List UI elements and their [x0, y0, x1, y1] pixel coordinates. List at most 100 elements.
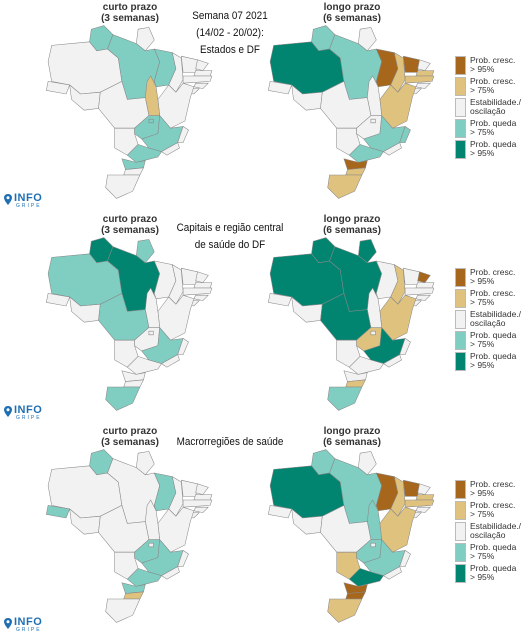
- long-term-label: longo prazo (6 semanas): [323, 214, 381, 236]
- region-es: [177, 125, 189, 143]
- region-al: [415, 294, 431, 301]
- legend-swatch: [455, 289, 466, 308]
- region-ce: [180, 479, 198, 497]
- region-ac: [267, 81, 293, 95]
- legend-label: Estabilidade./oscilação: [470, 309, 522, 328]
- region-es: [399, 125, 411, 143]
- long-term-label: longo prazo (6 semanas): [323, 426, 381, 448]
- legend-swatch: [455, 522, 466, 541]
- region-rn: [195, 59, 209, 71]
- short-term-label: curto prazo (3 semanas): [101, 214, 159, 236]
- region-pe: [404, 287, 435, 296]
- region-pr: [121, 370, 146, 382]
- region-ac: [45, 81, 71, 95]
- region-rj: [382, 142, 402, 156]
- legend-swatch: [455, 56, 466, 75]
- region-al: [415, 82, 431, 89]
- map-pin-icon: [4, 618, 12, 629]
- legend-label: Prob. queda > 95%: [470, 563, 517, 582]
- map-estados-short-term: [45, 25, 213, 199]
- legend-item-stable: Estabilidade./oscilação: [455, 98, 530, 119]
- region-ac: [267, 293, 293, 307]
- region-ac: [267, 505, 293, 519]
- panel-title: Capitais e região central de saúde do DF: [176, 222, 284, 251]
- region-es: [177, 549, 189, 567]
- short-term-label: curto prazo (3 semanas): [101, 426, 159, 448]
- region-ce: [402, 479, 420, 497]
- legend-label: Prob. queda > 95%: [470, 351, 517, 370]
- legend-item-inc95: Prob. cresc. > 95%: [455, 56, 530, 77]
- region-rn: [417, 59, 431, 71]
- region-pr: [121, 158, 146, 170]
- region-df: [370, 330, 376, 336]
- region-rs: [105, 598, 141, 623]
- region-df: [370, 542, 376, 548]
- region-es: [399, 337, 411, 355]
- legend-item-dec95: Prob. queda > 95%: [455, 564, 530, 585]
- logo-sub: GRIPE: [16, 627, 42, 633]
- legend-item-dec95: Prob. queda > 95%: [455, 352, 530, 373]
- region-rs: [105, 174, 141, 199]
- legend-item-inc75: Prob. cresc. > 75%: [455, 77, 530, 98]
- region-pe: [404, 499, 435, 508]
- region-ap: [358, 27, 377, 52]
- region-rn: [417, 483, 431, 495]
- legend-swatch: [455, 119, 466, 138]
- legend-item-dec75: Prob. queda > 75%: [455, 119, 530, 140]
- region-pr: [343, 158, 368, 170]
- infogripe-logo: INFO GRIPE: [4, 192, 54, 210]
- legend-swatch: [455, 77, 466, 96]
- region-pe: [404, 75, 435, 84]
- legend-label: Prob. cresc. > 95%: [470, 479, 516, 498]
- region-pb: [193, 282, 213, 289]
- legend-swatch: [455, 352, 466, 371]
- legend-item-stable: Estabilidade./oscilação: [455, 310, 530, 331]
- logo-sub: GRIPE: [16, 415, 42, 421]
- logo-word: INFO: [14, 616, 43, 628]
- region-pb: [415, 282, 435, 289]
- region-ap: [136, 451, 155, 476]
- legend-item-stable: Estabilidade./oscilação: [455, 522, 530, 543]
- region-ce: [402, 267, 420, 285]
- panel-title: Macrorregiões de saúde: [176, 436, 284, 448]
- region-pb: [193, 494, 213, 501]
- legend-swatch: [455, 331, 466, 350]
- region-pr: [343, 582, 368, 594]
- region-al: [415, 506, 431, 513]
- map-pin-icon: [4, 194, 12, 205]
- legend-swatch: [455, 268, 466, 287]
- map-pin-icon: [4, 406, 12, 417]
- region-df: [148, 118, 154, 124]
- region-pb: [193, 70, 213, 77]
- region-ap: [136, 27, 155, 52]
- region-rj: [382, 566, 402, 580]
- region-pe: [182, 75, 213, 84]
- legend-label: Prob. cresc. > 75%: [470, 288, 516, 307]
- logo-sub: GRIPE: [16, 203, 42, 209]
- region-df: [148, 330, 154, 336]
- region-al: [193, 294, 209, 301]
- region-pr: [121, 582, 146, 594]
- region-ac: [45, 505, 71, 519]
- infogripe-logo: INFO GRIPE: [4, 616, 54, 634]
- region-ap: [136, 239, 155, 264]
- map-capitais-long-term: [267, 237, 435, 411]
- legend-swatch: [455, 310, 466, 329]
- region-ce: [180, 267, 198, 285]
- region-rj: [160, 354, 180, 368]
- legend-label: Prob. cresc. > 95%: [470, 55, 516, 74]
- legend-label: Estabilidade./oscilação: [470, 97, 522, 116]
- region-ac: [45, 293, 71, 307]
- region-rn: [195, 483, 209, 495]
- short-term-label: curto prazo (3 semanas): [101, 2, 159, 24]
- legend-label: Estabilidade./oscilação: [470, 521, 522, 540]
- legend-swatch: [455, 480, 466, 499]
- region-rn: [417, 271, 431, 283]
- region-rs: [327, 598, 363, 623]
- legend-item-inc95: Prob. cresc. > 95%: [455, 480, 530, 501]
- map-estados-long-term: [267, 25, 435, 199]
- region-es: [177, 337, 189, 355]
- region-rs: [327, 174, 363, 199]
- legend-swatch: [455, 564, 466, 583]
- region-rj: [382, 354, 402, 368]
